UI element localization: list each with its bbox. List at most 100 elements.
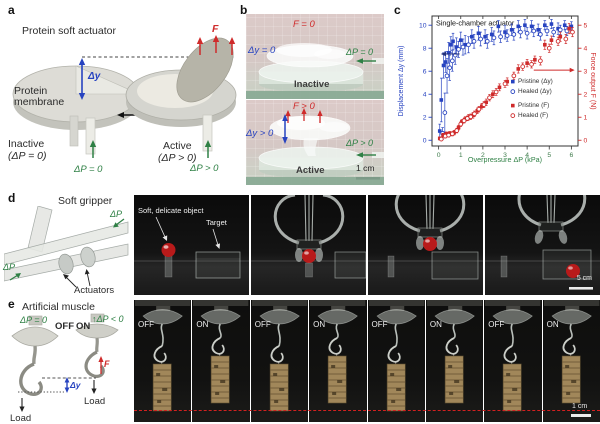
- dp-arrow-bottom-icon: [9, 273, 21, 281]
- b-top-force-label: F = 0: [293, 19, 315, 30]
- muscle-frame-state-label: OFF: [371, 320, 388, 329]
- gripper-frame-3: [368, 195, 483, 295]
- muscle-frame-state-label: ON: [546, 320, 559, 329]
- target-box: [195, 251, 241, 279]
- b-bottom-dy-label: Δy > 0: [246, 128, 274, 139]
- left-tick-label: 8: [423, 45, 427, 52]
- left-tick-label: 4: [423, 91, 427, 98]
- x-tick-label: 4: [525, 152, 529, 159]
- right-tick-label: 5: [584, 22, 588, 29]
- tube-right: [439, 195, 466, 233]
- muscle-frame-art: [426, 300, 483, 404]
- legend-entry: Pristine (Δy): [518, 78, 553, 85]
- target-box: [431, 251, 479, 280]
- gripper-frame-2-art: [251, 195, 366, 279]
- force-axis-arrow-icon: [533, 67, 575, 73]
- right-tick-label: 0: [584, 137, 588, 144]
- green-platform: [246, 91, 384, 99]
- target-pointer-arrow-icon: [212, 228, 220, 249]
- actuator-disc: [80, 246, 96, 268]
- muscle-frame-5: OFF: [367, 300, 425, 422]
- left-tick-label: 2: [423, 114, 427, 121]
- pedestal: [387, 255, 395, 278]
- gripper-clamp: [538, 221, 564, 232]
- b-active-state-label: Active: [296, 165, 325, 176]
- actuators-label: Actuators: [74, 285, 115, 296]
- tube-right: [318, 195, 345, 245]
- pedestal: [500, 255, 508, 278]
- photo-active: [246, 100, 384, 185]
- muscle-frame-art: [543, 300, 599, 404]
- muscle-frame-state-label: ON: [313, 320, 326, 329]
- muscle-frame-art: [251, 300, 308, 412]
- panel-c-tag: c: [394, 3, 401, 17]
- pressure-arrow-active-icon: [204, 140, 212, 158]
- pedestal: [164, 255, 173, 278]
- panel-e-title: Artificial muscle: [22, 301, 95, 313]
- e-on-label: ON: [76, 321, 91, 332]
- muscle-frame-2: ON: [192, 300, 250, 422]
- muscle-frame-8: ON: [542, 300, 600, 422]
- pedestal: [305, 262, 313, 278]
- hook: [19, 362, 43, 396]
- b-top-dy-label: Δy = 0: [248, 45, 276, 56]
- muscle-frame-art: [193, 300, 249, 404]
- x-tick-label: 0: [437, 152, 441, 159]
- tube-right: [560, 195, 587, 227]
- muscle-on-shape: [75, 313, 119, 394]
- panel-a-title: Protein soft actuator: [22, 25, 116, 37]
- actuator-disc: [58, 253, 74, 275]
- muscle-frame-state-label: ON: [429, 320, 442, 329]
- force-label: F: [212, 23, 219, 35]
- inactive-sub-label: (ΔP = 0): [8, 150, 47, 162]
- green-platform: [246, 177, 384, 185]
- panel-b-tag: b: [240, 3, 248, 17]
- scale-bar: [569, 287, 593, 290]
- b-bottom-force-label: F > 0: [293, 101, 315, 112]
- gripper-frame-2: [251, 195, 366, 295]
- e-load-on-label: Load: [84, 396, 106, 407]
- gripper-beam-upper: [4, 221, 129, 266]
- right-tick-label: 3: [584, 68, 588, 75]
- membrane-label: Protein membrane: [14, 85, 65, 109]
- load-arrow-off-icon: [19, 398, 25, 412]
- dp-zero-label: ΔP = 0: [74, 164, 103, 175]
- e-load-off-label: Load: [10, 413, 32, 424]
- right-tick-label: 4: [584, 45, 588, 52]
- panel-e-tag: e: [8, 297, 15, 311]
- baseline-dashed-line: [134, 410, 600, 411]
- x-tick-label: 6: [569, 152, 573, 159]
- muscle-frame-state-label: ON: [196, 320, 209, 329]
- muscle-frame-art: [135, 300, 191, 412]
- right-axis-label: Force output F (N): [589, 52, 596, 109]
- single-chamber-actuator-chart: 0 1 2 3 4 5 6 0 2 4 6 8 10 0 1 2 3 4 5 Single-chamber actua…: [398, 15, 596, 164]
- panel-d-title: Soft gripper: [58, 195, 113, 207]
- muscle-photo-strip: OFF ON OFF ON OFF ON OFF ON: [134, 300, 600, 422]
- pressure-in-arrow-icon: [356, 152, 376, 158]
- legend-entry: Pristine (F): [518, 102, 549, 109]
- left-axis-label: Displacement Δy (mm): [398, 46, 405, 117]
- tube-left: [394, 195, 421, 233]
- red-object: [423, 237, 437, 251]
- inactive-label: Inactive: [8, 138, 45, 150]
- x-tick-label: 3: [503, 152, 507, 159]
- target-label: Target: [206, 218, 227, 227]
- b-top-dp-label: ΔP = 0: [346, 47, 373, 57]
- chart-legend: Pristine (Δy) Healed (Δy) Pristine (F) Heal…: [510, 78, 553, 119]
- b-scale-label: 1 cm: [356, 163, 375, 173]
- target-box: [334, 251, 366, 279]
- dy-double-arrow-icon: [282, 114, 288, 144]
- muscle-frame-art: [310, 300, 366, 404]
- protein-actuator-diagram: [12, 35, 237, 158]
- actuators-pointer-arrows-icon: [63, 269, 91, 288]
- delta-y-arrow-icon: [78, 58, 86, 100]
- artificial-muscle-diagram: [11, 313, 119, 412]
- e-dp-neg-label: ↑ΔP < 0: [92, 314, 124, 324]
- soft-object-label: Soft, delicate object: [138, 206, 204, 215]
- e-dy-label: Δy: [70, 380, 81, 390]
- tube-left: [273, 195, 300, 245]
- b-inactive-state-label: Inactive: [294, 79, 330, 90]
- tube-left: [517, 195, 542, 227]
- muscle-frame-state-label: OFF: [488, 320, 505, 329]
- e-dp-zero-label: ΔP = 0: [20, 315, 47, 325]
